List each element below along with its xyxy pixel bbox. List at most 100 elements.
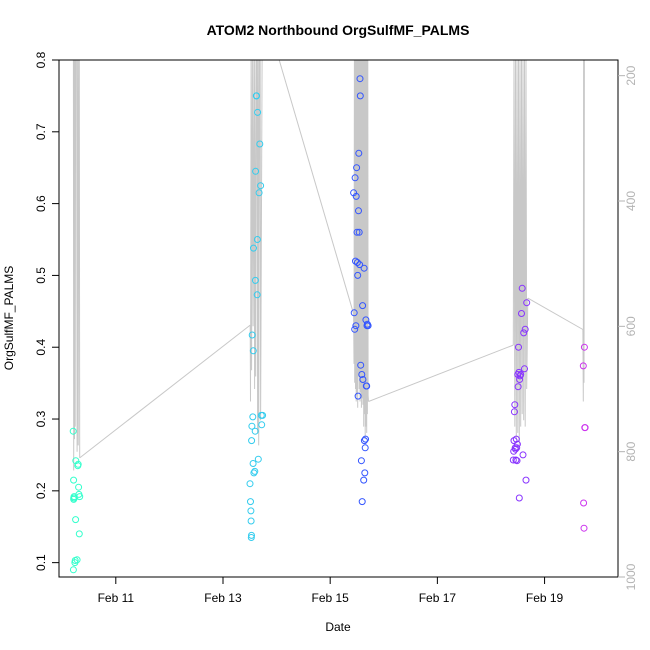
secondary-line-segment xyxy=(368,344,514,402)
y-tick-label: 0.7 xyxy=(34,123,48,140)
data-point xyxy=(356,75,364,83)
data-point xyxy=(251,276,259,284)
y-axis-label: OrgSulfMF_PALMS xyxy=(2,266,16,370)
secondary-y-lines xyxy=(72,59,585,471)
data-point xyxy=(354,392,362,400)
data-point xyxy=(581,424,589,432)
data-point xyxy=(364,322,372,330)
data-point xyxy=(72,516,80,524)
data-point xyxy=(251,427,259,435)
secondary-line-segment xyxy=(72,59,81,471)
data-point xyxy=(521,325,529,333)
data-point xyxy=(510,408,518,416)
data-point xyxy=(250,469,258,477)
data-point xyxy=(518,284,526,292)
y-tick-label: 0.8 xyxy=(34,51,48,68)
data-point xyxy=(253,291,261,299)
data-point xyxy=(249,460,257,467)
data-point xyxy=(355,149,363,157)
x-axis: Feb 11 Feb 13 Feb 15 Feb 17 Feb 19 xyxy=(98,576,564,605)
data-point xyxy=(250,244,257,252)
secondary-line-segment xyxy=(527,297,584,330)
data-point xyxy=(513,457,521,465)
data-point xyxy=(363,382,371,390)
data-point xyxy=(579,362,587,370)
data-point xyxy=(357,457,365,465)
y-tick-label: 0.5 xyxy=(34,267,48,284)
data-point xyxy=(353,259,361,266)
data-point xyxy=(513,444,521,452)
data-point xyxy=(509,456,517,464)
data-point xyxy=(517,371,525,378)
data-point xyxy=(247,507,255,515)
data-point xyxy=(355,207,362,215)
y-tick-label: 0.2 xyxy=(34,482,48,499)
x-tick-label: Feb 17 xyxy=(419,591,457,605)
data-point xyxy=(359,302,367,310)
x-tick-label: Feb 19 xyxy=(526,591,564,605)
y-tick-label: 0.6 xyxy=(34,195,48,212)
data-point xyxy=(515,494,523,502)
x-tick-label: Feb 13 xyxy=(204,591,242,605)
data-point xyxy=(355,228,363,236)
data-point xyxy=(252,167,260,175)
data-point xyxy=(248,437,256,445)
data-point xyxy=(358,371,366,378)
data-point xyxy=(580,499,588,507)
data-point xyxy=(352,192,360,200)
data-point xyxy=(248,422,256,430)
secondary-y-axis: 200 400 600 800 1000 xyxy=(618,65,638,590)
y-tick-label: 0.1 xyxy=(34,554,48,571)
data-point xyxy=(523,299,531,307)
data-point xyxy=(518,310,525,317)
data-point xyxy=(75,530,83,538)
data-point xyxy=(361,444,369,452)
data-point xyxy=(253,236,261,243)
data-point xyxy=(356,261,364,269)
data-point xyxy=(353,164,361,172)
data-point xyxy=(354,271,362,279)
data-point xyxy=(352,257,359,265)
data-points xyxy=(69,75,589,574)
data-point xyxy=(512,456,520,464)
data-point xyxy=(580,524,588,532)
y-axis: 0.1 0.2 0.3 0.4 0.5 0.6 0.7 0.8 xyxy=(34,51,59,571)
secondary-y-tick-label: 600 xyxy=(624,316,638,336)
x-tick-label: Feb 15 xyxy=(312,591,350,605)
x-tick-label: Feb 11 xyxy=(98,591,135,605)
secondary-y-tick-label: 1000 xyxy=(624,563,638,590)
secondary-y-tick-label: 200 xyxy=(624,65,638,85)
data-point xyxy=(357,361,365,369)
data-point xyxy=(515,368,523,376)
data-point xyxy=(522,476,530,484)
data-point xyxy=(580,343,588,351)
data-point xyxy=(76,493,84,501)
data-point xyxy=(360,264,368,272)
data-point xyxy=(513,440,521,448)
chart-title: ATOM2 Northbound OrgSulfMF_PALMS xyxy=(207,22,470,38)
secondary-y-tick-label: 400 xyxy=(624,191,638,211)
data-point xyxy=(247,498,254,506)
secondary-line-segment xyxy=(249,59,263,446)
data-point xyxy=(251,467,259,475)
secondary-line-segment xyxy=(278,59,355,314)
x-axis-label: Date xyxy=(325,620,351,634)
secondary-y-tick-label: 800 xyxy=(624,441,638,461)
data-point xyxy=(70,476,78,484)
data-point xyxy=(350,309,358,317)
data-point xyxy=(358,498,366,506)
plot-frame xyxy=(58,59,619,578)
data-point xyxy=(352,322,360,330)
data-point xyxy=(247,517,255,525)
data-point xyxy=(514,383,522,391)
data-point xyxy=(249,347,257,355)
data-point xyxy=(359,376,367,383)
data-point xyxy=(511,401,519,409)
data-point xyxy=(259,411,267,419)
data-point xyxy=(521,365,528,373)
data-point xyxy=(258,421,266,429)
data-point xyxy=(254,108,262,116)
data-point xyxy=(351,325,359,333)
data-point xyxy=(256,140,264,148)
